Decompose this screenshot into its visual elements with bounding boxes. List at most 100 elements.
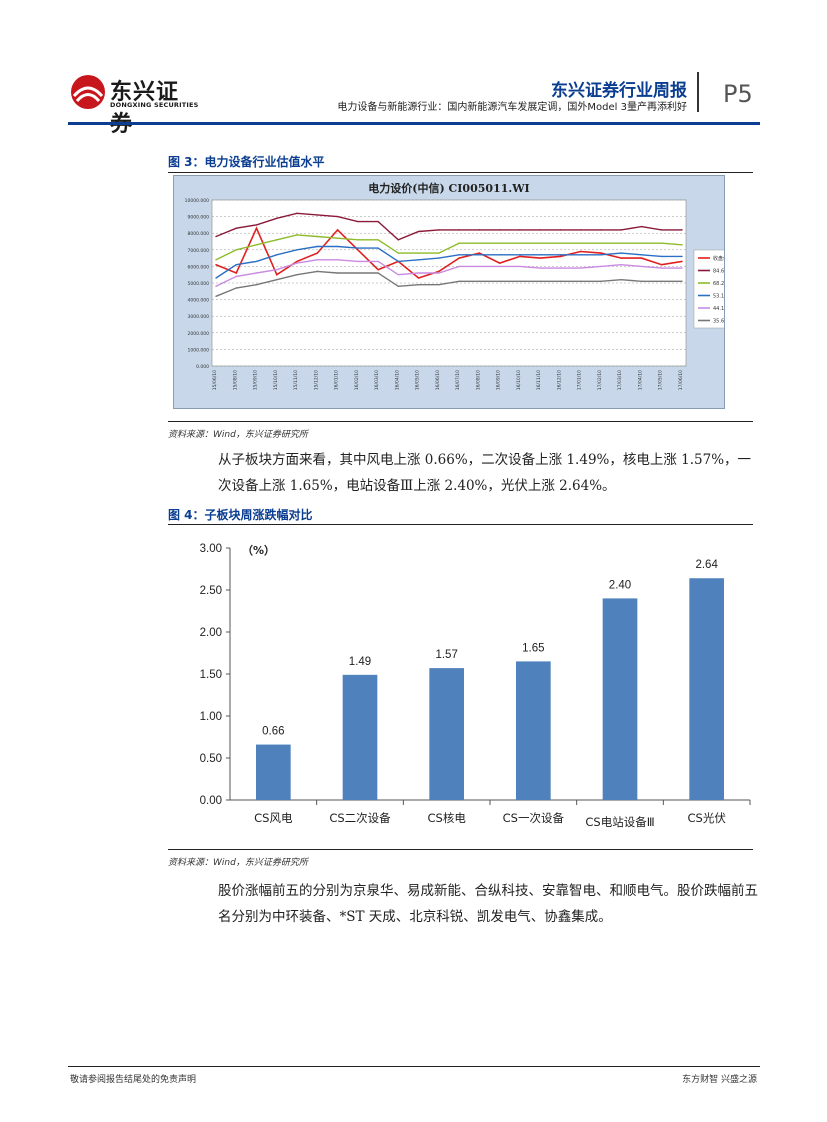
figure3-data-point	[397, 252, 400, 254]
figure3-chart-title: 电力设价(中信) CI005011.WI	[368, 181, 529, 195]
figure3-x-tick-label: 16/05/10	[415, 370, 421, 390]
figure3-data-point	[539, 254, 541, 256]
figure3-data-point	[661, 255, 663, 258]
figure3-data-point	[478, 280, 481, 283]
figure3-data-point	[640, 242, 643, 244]
figure3-data-point	[377, 260, 379, 263]
figure3-data-point	[478, 229, 481, 231]
figure3-data-point	[559, 229, 562, 231]
figure3-x-tick-label: 17/02/10	[597, 370, 603, 390]
figure3-data-point	[215, 277, 217, 279]
figure3-data-point	[255, 272, 258, 274]
figure3-data-point	[336, 245, 339, 248]
figure3-data-point	[215, 264, 217, 266]
figure3-data-point	[620, 229, 622, 231]
figure3-data-point	[316, 235, 319, 238]
figure3-data-point	[600, 265, 602, 268]
figure3-chart: 电力设价(中信) CI005011.WI 0.000 1000.000 2000.00…	[173, 175, 741, 409]
figure3-data-point	[519, 265, 521, 268]
figure3-y-tick-label: 6000.000	[188, 264, 210, 270]
figure3-x-tick-label: 15/06/10	[212, 370, 218, 390]
figure4-category-label: CS风电	[254, 811, 293, 825]
figure3-series-line	[215, 212, 682, 241]
figure3-x-tick-label: 15/12/10	[313, 370, 319, 390]
figure3-x-tick-label: 16/06/10	[435, 370, 441, 390]
figure3-x-tick-label: 17/05/10	[658, 370, 664, 390]
figure3-data-point	[417, 283, 420, 286]
figure3-y-tick-label: 4000.000	[188, 298, 210, 304]
figure3-y-tick-label: 2000.000	[188, 331, 210, 337]
figure3-data-point	[316, 245, 319, 248]
figure3-data-point	[438, 257, 440, 259]
figure3-data-point	[498, 242, 501, 244]
figure3-top-rule	[168, 172, 753, 173]
figure3-x-tick-label: 15/09/10	[253, 370, 259, 390]
figure3-data-point	[357, 260, 359, 263]
figure4-category-label: CS二次设备	[329, 811, 391, 825]
figure3-x-tick-label: 16/02/10	[354, 370, 360, 390]
figure3-x-tick-label: 16/08/10	[475, 370, 481, 390]
figure3-data-point	[397, 260, 400, 263]
figure3-data-point	[640, 257, 643, 259]
figure3-data-point	[296, 262, 298, 264]
figure3-y-tick-label: 5000.000	[188, 281, 210, 287]
figure3-data-point	[620, 278, 622, 281]
figure4-chart: 0.00 0.50 1.00 1.50 2.00 2.50 3.00 （%） 0.66 CS风电 1…	[168, 528, 758, 840]
figure4-y-tick-label: 2.00	[200, 627, 222, 639]
figure3-data-point	[620, 242, 622, 244]
figure3-data-point	[438, 283, 440, 286]
figure4-bottom-rule	[168, 849, 753, 850]
figure4-y-tick-label: 1.00	[200, 711, 222, 723]
figure4-top-rule	[168, 524, 753, 525]
figure3-data-point	[336, 259, 339, 261]
figure4-value-label: 1.49	[349, 656, 371, 668]
figure3-data-point	[600, 280, 602, 283]
figure3-data-point	[357, 249, 359, 251]
figure3-data-point	[458, 257, 460, 259]
figure3-data-point	[417, 230, 420, 233]
figure3-data-point	[255, 260, 258, 263]
figure3-data-point	[316, 259, 319, 261]
figure4-bar	[516, 661, 551, 800]
figure3-data-point	[640, 254, 643, 256]
figure3-data-point	[620, 264, 622, 266]
footer-slogan: 东方财智 兴盛之源	[682, 1075, 757, 1085]
page-number: P5	[723, 80, 753, 108]
figure3-data-point	[357, 272, 359, 274]
figure3-y-tick-label: 9000.000	[188, 215, 210, 221]
figure3-data-point	[296, 212, 298, 214]
figure4-value-label: 2.64	[695, 559, 718, 571]
figure3-data-point	[681, 244, 683, 246]
figure3-data-point	[640, 265, 643, 268]
figure3-data-point	[336, 215, 339, 218]
figure4-bar	[256, 744, 291, 800]
figure3-data-point	[498, 229, 501, 231]
figure3-data-point	[681, 255, 683, 258]
figure4-y-tick-label: 0.00	[200, 795, 222, 807]
figure4-y-tick-label: 1.50	[200, 669, 222, 681]
figure4-value-label: 0.66	[262, 726, 284, 738]
figure3-data-point	[336, 272, 339, 274]
paragraph-subsectors: 从子板块方面来看，其中风电上涨 0.66%，二次设备上涨 1.49%，核电上涨 …	[218, 452, 752, 494]
figure3-data-point	[661, 280, 663, 283]
report-subtitle: 电力设备与新能源行业：国内新能源汽车发展定调，国外Model 3量产再添利好	[337, 102, 687, 113]
figure3-data-point	[539, 257, 541, 259]
figure3-data-point	[539, 229, 541, 231]
figure3-series-line	[215, 245, 682, 279]
figure3-data-point	[417, 259, 420, 261]
figure4-value-label: 2.40	[609, 579, 631, 591]
figure3-y-tick-label: 8000.000	[188, 231, 210, 237]
figure4-caption: 图 4：子板块周涨跌幅对比	[168, 508, 313, 522]
figure3-data-point	[661, 264, 663, 266]
figure3-data-point	[296, 274, 298, 276]
figure3-data-point	[235, 264, 237, 266]
figure3-data-point	[377, 220, 379, 223]
figure4-value-label: 1.57	[435, 649, 457, 661]
figure3-data-point	[417, 252, 420, 254]
figure3-data-point	[417, 272, 420, 274]
figure3-data-point	[620, 252, 622, 254]
figure3-data-point	[600, 229, 602, 231]
figure3-data-point	[579, 229, 582, 231]
logo-mark-icon	[71, 75, 105, 109]
figure4-bar	[429, 668, 464, 800]
